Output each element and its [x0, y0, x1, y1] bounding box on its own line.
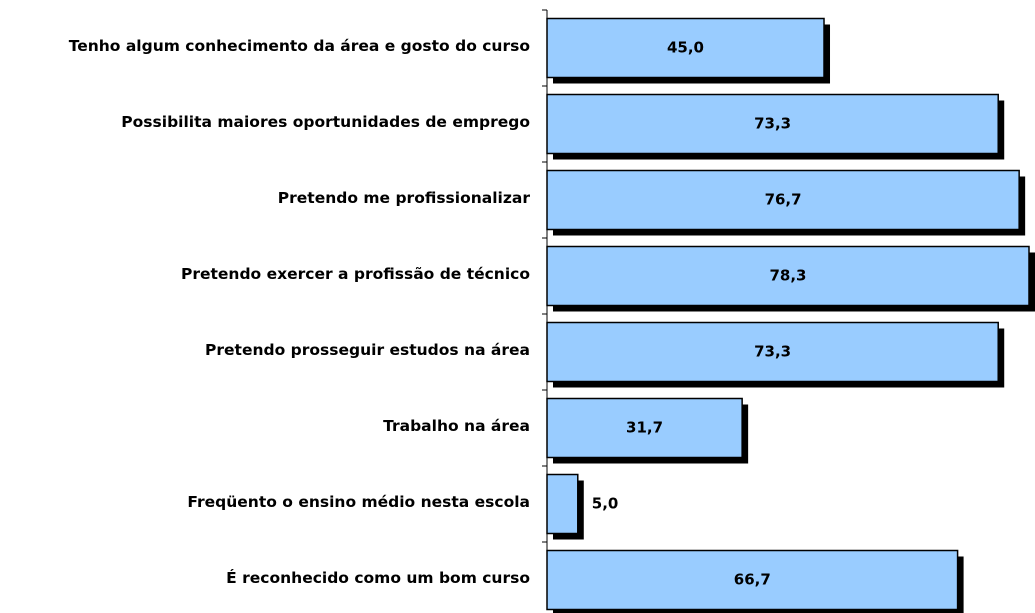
value-label: 73,3 [754, 115, 791, 133]
bar [546, 321, 999, 383]
value-label: 76,7 [765, 191, 802, 209]
category-label: Trabalho na área [383, 417, 530, 435]
value-label: 45,0 [667, 39, 704, 57]
value-label: 78,3 [769, 267, 806, 285]
category-label: Tenho algum conhecimento da área e gosto… [68, 37, 530, 55]
category-label: É reconhecido como um bom curso [226, 569, 530, 587]
value-label: 31,7 [626, 419, 663, 437]
bar [546, 473, 579, 535]
value-label: 5,0 [592, 495, 619, 513]
value-label: 66,7 [734, 571, 771, 589]
value-label: 73,3 [754, 343, 791, 361]
bar [546, 169, 1020, 231]
category-label: Pretendo prosseguir estudos na área [205, 341, 530, 359]
category-label: Pretendo exercer a profissão de técnico [180, 265, 530, 283]
category-label: Freqüento o ensino médio nesta escola [187, 493, 530, 511]
bar [546, 17, 825, 79]
bar [546, 245, 1030, 307]
bar [546, 93, 999, 155]
bar [546, 397, 743, 459]
bar [546, 549, 959, 611]
category-label: Possibilita maiores oportunidades de emp… [121, 113, 530, 131]
category-label: Pretendo me profissionalizar [277, 189, 530, 207]
